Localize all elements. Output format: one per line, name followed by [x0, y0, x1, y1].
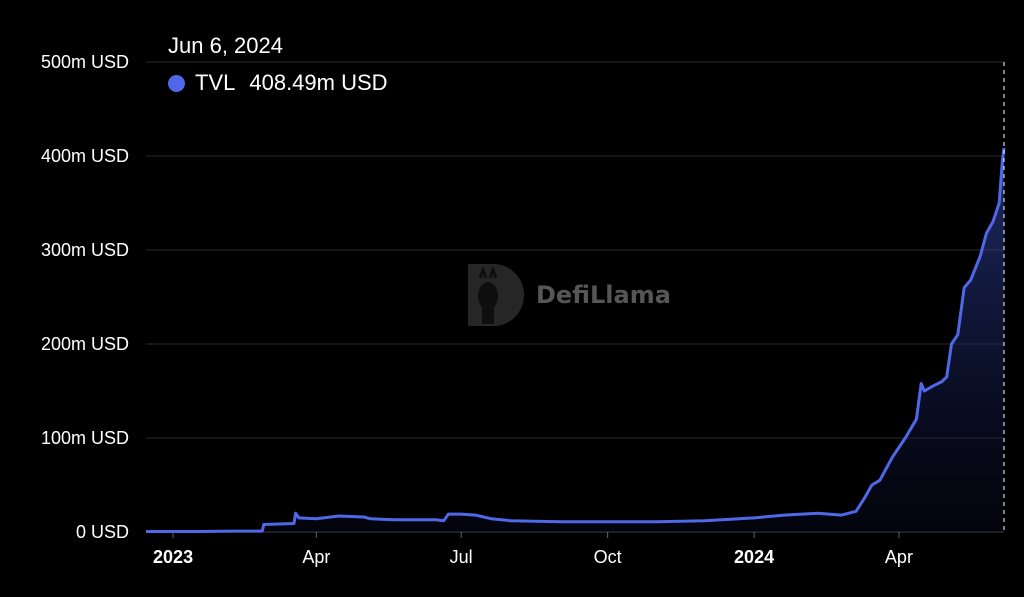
y-axis: 0 USD 100m USD 200m USD 300m USD 400m USD 500…: [41, 52, 129, 542]
x-axis: 2023 Apr Jul Oct 2024 Apr: [153, 532, 913, 567]
tooltip-series-name: TVL: [195, 70, 236, 95]
watermark: DefiLlama: [460, 260, 671, 330]
watermark-text: DefiLlama: [536, 281, 671, 309]
x-tick-label: Jul: [450, 547, 473, 567]
y-tick-label: 0 USD: [76, 522, 129, 542]
tvl-line: [146, 147, 1006, 533]
llama-logo-icon: [468, 264, 524, 326]
tvl-area: [146, 148, 1004, 532]
tooltip-value: 408.49m USD: [249, 70, 388, 95]
x-tick-label: Apr: [302, 547, 330, 567]
x-tick-label: Oct: [594, 547, 622, 567]
y-tick-label: 200m USD: [41, 334, 129, 354]
y-tick-label: 300m USD: [41, 240, 129, 260]
x-tick-label: 2024: [734, 547, 774, 567]
x-tick-label: Apr: [885, 547, 913, 567]
tooltip-date: Jun 6, 2024: [168, 33, 283, 58]
y-tick-label: 400m USD: [41, 146, 129, 166]
x-tick-label: 2023: [153, 547, 193, 567]
y-tick-label: 100m USD: [41, 428, 129, 448]
series-dot-icon: [168, 74, 185, 92]
tooltip-row: TVL 408.49m USD: [168, 70, 388, 96]
y-tick-label: 500m USD: [41, 52, 129, 72]
